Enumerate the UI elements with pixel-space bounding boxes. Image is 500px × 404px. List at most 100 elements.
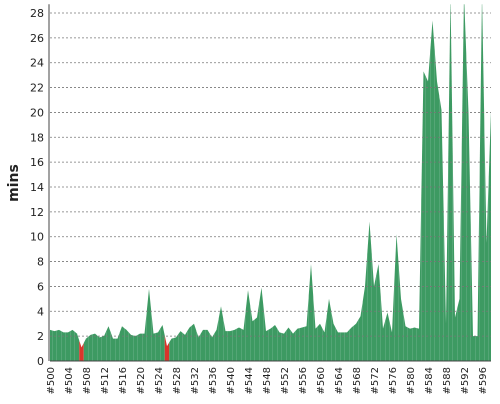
x-tick-label: #572 (370, 367, 381, 394)
area-segment (50, 329, 53, 361)
x-tick-label: #532 (190, 367, 201, 394)
area-segment (335, 328, 341, 361)
area-segment (479, 4, 485, 361)
area-segment (475, 165, 480, 361)
area-segment (344, 329, 350, 361)
y-tick-label: 0 (37, 355, 44, 368)
area-segment (484, 118, 489, 362)
area-segment (277, 328, 282, 361)
area-segment (367, 221, 372, 361)
x-tick-label: #536 (208, 367, 219, 394)
area-segment (326, 298, 332, 361)
area-segment (178, 331, 183, 361)
area-segment (331, 311, 336, 361)
y-tick-label: 26 (30, 32, 44, 45)
y-tick-label: 2 (37, 330, 44, 343)
x-tick-label: #520 (136, 367, 147, 394)
area-segment (214, 318, 219, 361)
area-segment (439, 95, 444, 362)
x-tick-label: #568 (352, 367, 363, 394)
area-segment (430, 20, 435, 361)
area-segment (218, 306, 224, 361)
area-segment (263, 309, 269, 361)
x-tick-label: #552 (280, 367, 291, 394)
x-tick-label: #556 (298, 367, 309, 394)
area-segment (110, 332, 116, 361)
area-segment (209, 333, 215, 361)
area-segment (79, 340, 84, 361)
area-segment (65, 331, 71, 361)
area-segment (205, 329, 210, 361)
area-segment (245, 290, 251, 361)
area-segment (322, 315, 327, 361)
y-tick-label: 18 (30, 131, 44, 144)
area-segment (155, 328, 161, 361)
y-tick-label: 6 (37, 280, 44, 293)
x-tick-label: #508 (82, 367, 93, 394)
area-segment (281, 330, 287, 361)
area-segment (92, 333, 98, 361)
area-segment (83, 336, 89, 361)
area-segment (151, 311, 156, 361)
area-segment (74, 331, 80, 361)
area-segment (124, 328, 129, 361)
y-tick-label: 28 (30, 7, 44, 20)
area-segment (101, 331, 107, 361)
area-segment (353, 319, 359, 361)
x-tick-label: #548 (262, 367, 273, 394)
area-segment (70, 329, 75, 361)
x-tick-label: #512 (100, 367, 111, 394)
area-segment (115, 332, 120, 361)
x-tick-label: #576 (388, 367, 399, 394)
area-segment (223, 318, 228, 361)
area-segment (412, 327, 417, 361)
area-segment (443, 159, 449, 361)
area-segment (416, 200, 422, 361)
x-tick-label: #524 (154, 367, 165, 394)
area-segment (88, 334, 93, 361)
area-segment (340, 332, 345, 361)
area-segment (196, 330, 201, 361)
area-segment (358, 301, 363, 361)
area-segment (200, 329, 206, 361)
area-segment (466, 53, 471, 362)
y-tick-label: 20 (30, 106, 44, 119)
plot-area (50, 4, 491, 362)
area-segment (304, 295, 309, 361)
area-segment (394, 234, 399, 361)
area-segment (299, 326, 305, 361)
y-tick-label: 14 (30, 181, 44, 194)
y-tick-label: 10 (30, 231, 44, 244)
area-segment (52, 330, 57, 361)
x-tick-label: #588 (442, 367, 453, 394)
y-tick-label: 16 (30, 156, 44, 169)
area-segment (254, 302, 260, 361)
area-segment (488, 111, 491, 361)
area-segment (169, 338, 174, 361)
area-segment (268, 326, 273, 361)
area-segment (448, 4, 453, 361)
area-segment (457, 146, 462, 361)
x-tick-label: #544 (244, 367, 255, 394)
area-segment (470, 224, 476, 361)
area-segment (403, 312, 408, 361)
area-segment (187, 325, 192, 361)
area-segment (128, 332, 134, 361)
area-segment (56, 329, 62, 361)
area-segment (376, 264, 381, 361)
area-segment (407, 327, 413, 361)
y-tick-label: 12 (30, 206, 44, 219)
area-segment (380, 296, 386, 361)
area-segment (272, 324, 278, 361)
area-segment (227, 330, 233, 361)
area-segment (133, 334, 138, 361)
area-segment (425, 50, 431, 362)
y-tick-label: 8 (37, 256, 44, 269)
area-segment (61, 331, 66, 361)
area-segment (236, 327, 242, 361)
area-segment (182, 331, 188, 361)
area-segment (362, 254, 368, 361)
x-tick-label: #516 (118, 367, 129, 394)
area-segment (191, 323, 197, 361)
